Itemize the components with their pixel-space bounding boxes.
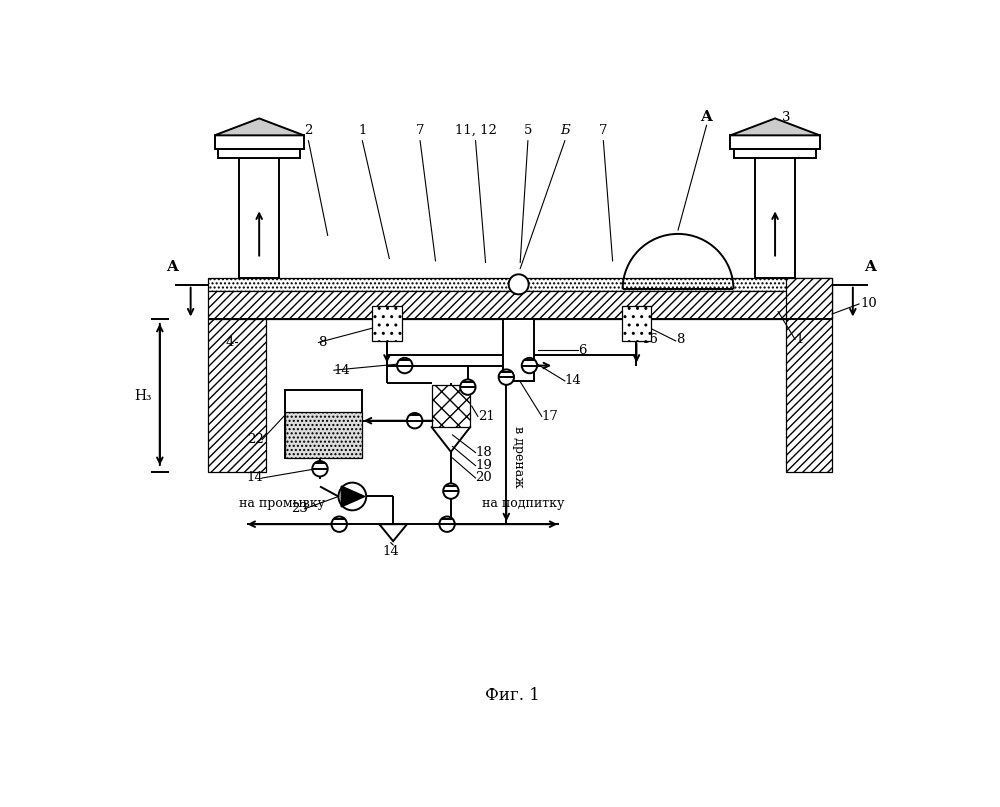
Bar — [285, 412, 362, 458]
Text: A: A — [166, 260, 178, 274]
Text: 8: 8 — [318, 336, 327, 349]
Text: 1: 1 — [796, 333, 804, 346]
Circle shape — [460, 379, 476, 395]
Circle shape — [439, 516, 455, 532]
Text: 14: 14 — [334, 364, 351, 377]
Bar — [208, 320, 266, 472]
Circle shape — [443, 483, 459, 499]
Bar — [622, 306, 651, 341]
Bar — [734, 149, 816, 158]
Circle shape — [499, 370, 514, 385]
Text: на промывку: на промывку — [239, 497, 325, 510]
Bar — [503, 320, 534, 381]
Text: Фиг. 1: Фиг. 1 — [485, 687, 540, 704]
Circle shape — [397, 358, 412, 374]
Text: Б: Б — [560, 124, 570, 137]
Polygon shape — [730, 119, 820, 136]
Bar — [218, 149, 300, 158]
Bar — [755, 158, 795, 278]
Text: 2: 2 — [304, 124, 313, 137]
Text: 10: 10 — [861, 298, 877, 311]
Bar — [432, 385, 470, 427]
Text: 21: 21 — [478, 410, 495, 423]
Text: H₃: H₃ — [134, 389, 152, 403]
Text: A: A — [865, 260, 876, 274]
Bar — [730, 136, 820, 149]
Text: 8: 8 — [676, 333, 684, 346]
Bar — [208, 291, 832, 320]
Text: 3: 3 — [250, 124, 259, 137]
Text: 7: 7 — [599, 124, 608, 137]
Text: 16: 16 — [642, 333, 659, 346]
Text: 6: 6 — [578, 344, 586, 357]
Bar — [372, 306, 402, 341]
Text: на подпитку: на подпитку — [482, 497, 564, 510]
Text: 17: 17 — [542, 410, 559, 423]
Text: 23: 23 — [291, 502, 308, 516]
Bar — [208, 278, 832, 291]
Text: 7: 7 — [416, 124, 424, 137]
Text: 5: 5 — [524, 124, 532, 137]
Polygon shape — [215, 119, 304, 136]
Circle shape — [509, 274, 529, 295]
Text: 22: 22 — [247, 433, 264, 446]
Text: 14: 14 — [247, 471, 264, 484]
Circle shape — [338, 483, 366, 510]
Text: 14: 14 — [565, 374, 582, 387]
Polygon shape — [341, 486, 365, 507]
Bar — [239, 158, 279, 278]
Circle shape — [312, 461, 328, 476]
Bar — [215, 136, 304, 149]
Text: 3: 3 — [782, 111, 790, 123]
Text: в дренаж: в дренаж — [512, 425, 526, 487]
Text: 14: 14 — [382, 545, 399, 558]
Circle shape — [407, 413, 422, 429]
Text: 19: 19 — [476, 459, 492, 472]
Circle shape — [522, 358, 537, 374]
Text: 4: 4 — [225, 336, 234, 349]
Text: 1: 1 — [358, 124, 367, 137]
Bar — [786, 278, 832, 472]
Circle shape — [332, 516, 347, 532]
Text: 20: 20 — [476, 471, 492, 484]
Text: A: A — [701, 110, 712, 123]
Bar — [285, 391, 362, 458]
Text: 18: 18 — [476, 446, 492, 459]
Text: 11, 12: 11, 12 — [455, 124, 496, 137]
